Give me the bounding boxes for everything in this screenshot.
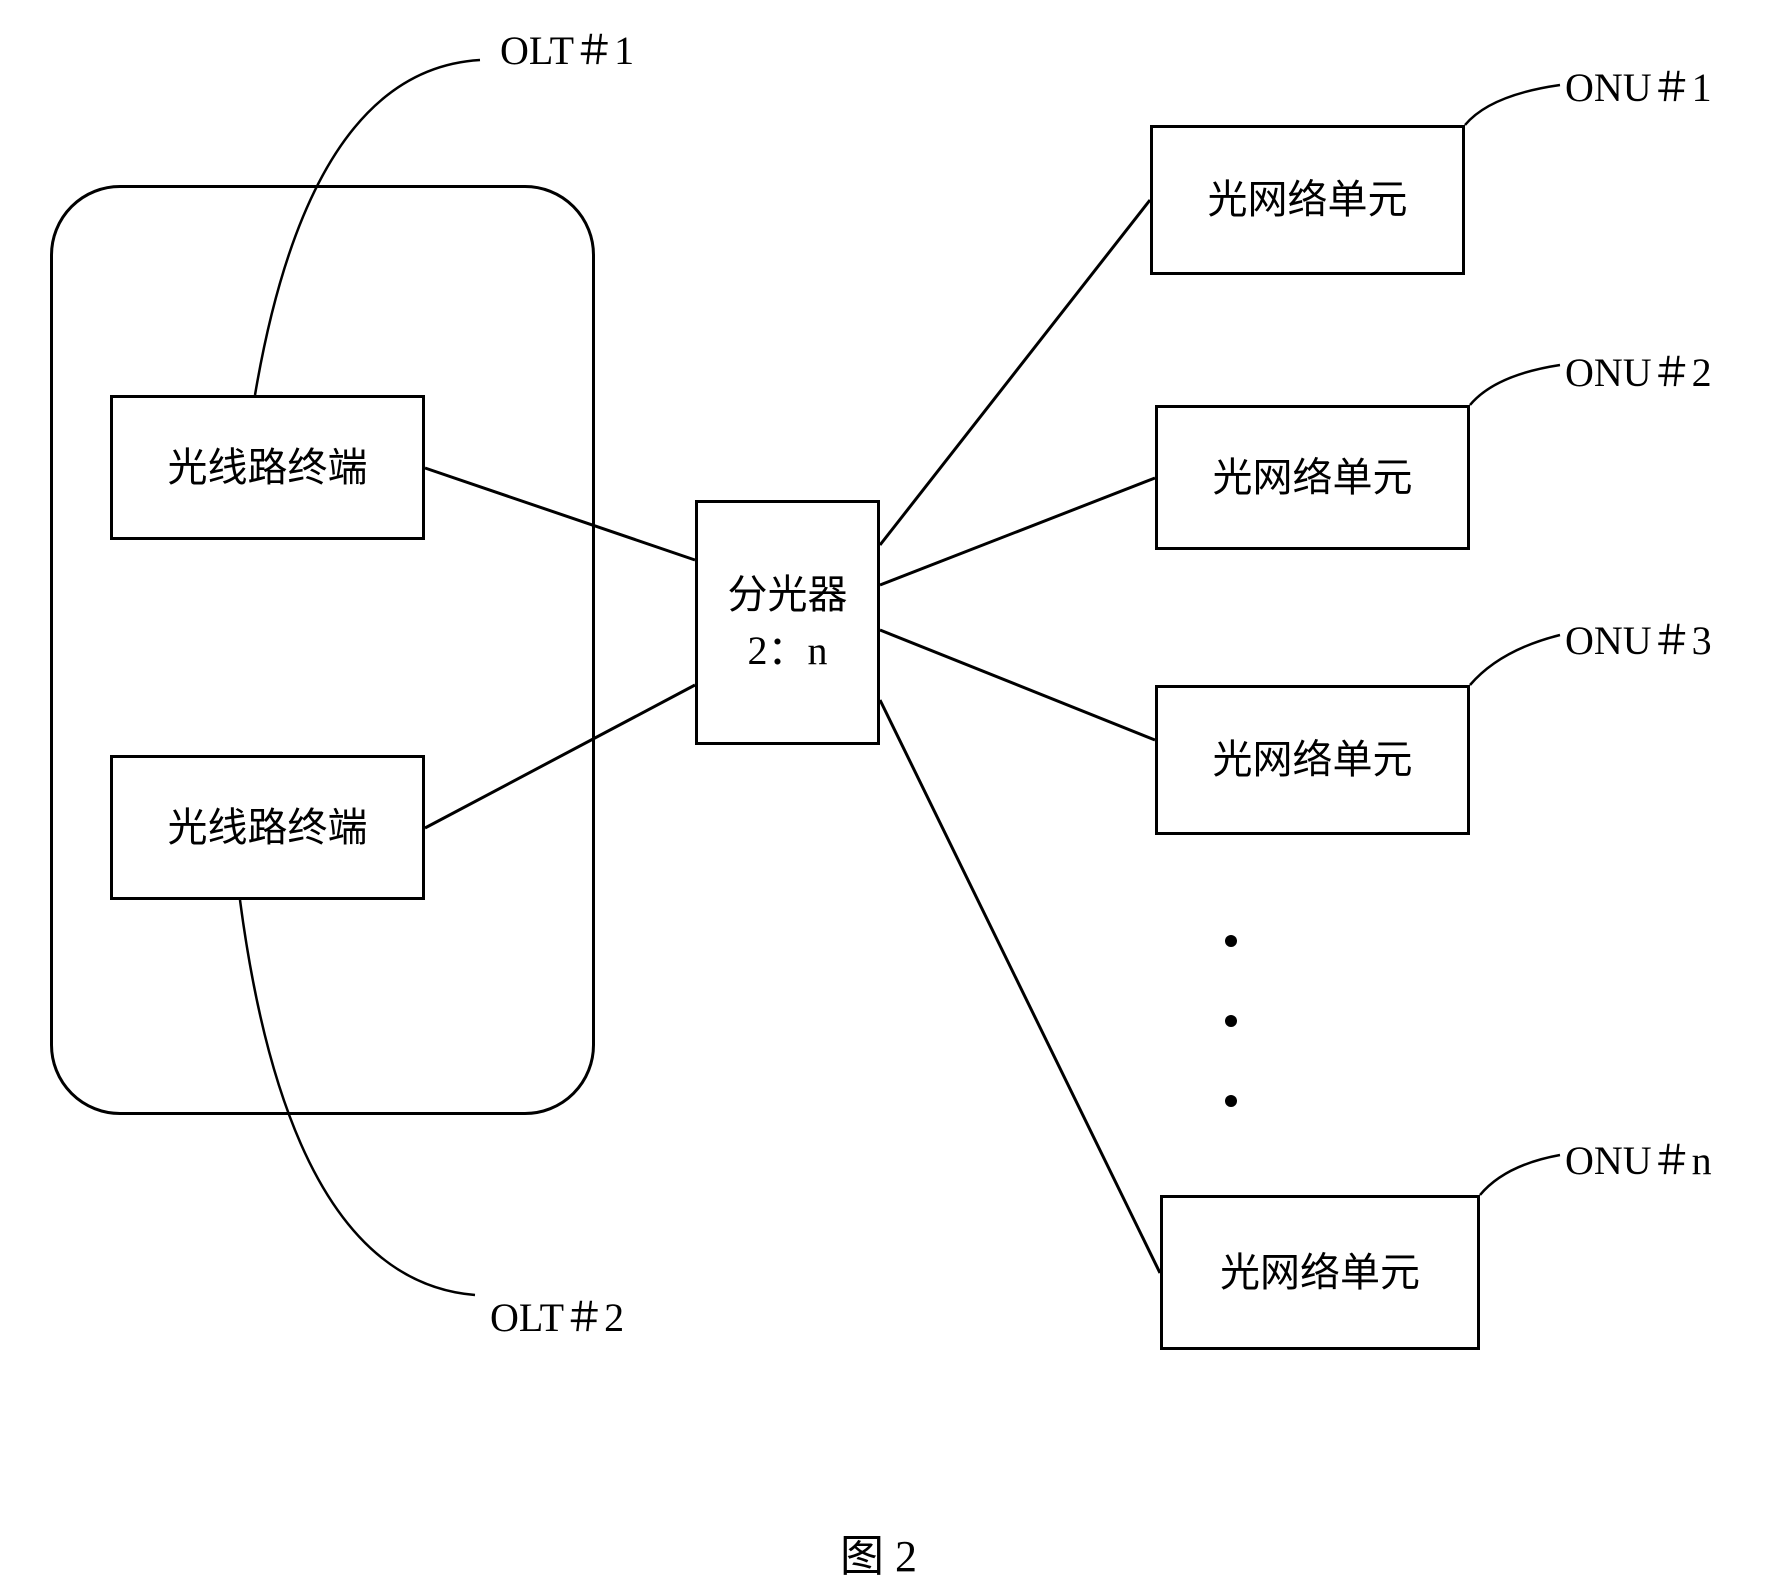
onun-text: 光网络单元 [1220, 1245, 1420, 1301]
onu3-callout-curve [1470, 635, 1560, 685]
ellipsis-dot-3 [1225, 1095, 1237, 1107]
line-splitter-onun [880, 700, 1160, 1273]
line-splitter-onu2 [880, 478, 1155, 585]
onu2-callout-curve [1470, 365, 1560, 405]
olt1-label: OLT＃1 [500, 18, 634, 76]
onu2-box: 光网络单元 [1155, 405, 1470, 550]
olt2-text: 光线路终端 [168, 800, 368, 856]
olt2-box: 光线路终端 [110, 755, 425, 900]
onu2-text: 光网络单元 [1213, 450, 1413, 506]
onu1-text: 光网络单元 [1208, 172, 1408, 228]
onu1-callout-curve [1465, 85, 1560, 125]
onun-callout-curve [1480, 1155, 1560, 1195]
line-splitter-onu3 [880, 630, 1155, 740]
olt1-text: 光线路终端 [168, 440, 368, 496]
onu3-text: 光网络单元 [1213, 732, 1413, 788]
olt2-label: OLT＃2 [490, 1285, 624, 1343]
splitter-text-line2: 2：n [748, 623, 828, 679]
onu1-box: 光网络单元 [1150, 125, 1465, 275]
splitter-box: 分光器 2：n [695, 500, 880, 745]
onun-label: ONU＃n [1565, 1128, 1712, 1186]
ellipsis-dot-2 [1225, 1015, 1237, 1027]
onu2-label: ONU＃2 [1565, 340, 1712, 398]
onun-box: 光网络单元 [1160, 1195, 1480, 1350]
olt1-box: 光线路终端 [110, 395, 425, 540]
network-diagram: 光线路终端 光线路终端 分光器 2：n 光网络单元 光网络单元 光网络单元 光网… [0, 0, 1785, 1591]
line-splitter-onu1 [880, 200, 1150, 545]
splitter-text-line1: 分光器 [728, 567, 848, 623]
onu1-label: ONU＃1 [1565, 55, 1712, 113]
onu3-label: ONU＃3 [1565, 608, 1712, 666]
figure-caption: 图 2 [840, 1520, 917, 1584]
onu3-box: 光网络单元 [1155, 685, 1470, 835]
olt-group-container [50, 185, 595, 1115]
ellipsis-dot-1 [1225, 935, 1237, 947]
